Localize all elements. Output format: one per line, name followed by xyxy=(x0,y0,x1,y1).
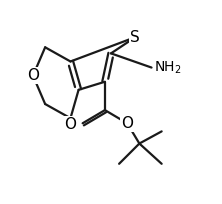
Text: O: O xyxy=(121,116,133,131)
Text: NH$_2$: NH$_2$ xyxy=(154,59,181,76)
Text: O: O xyxy=(27,68,39,83)
Text: S: S xyxy=(131,30,140,45)
Text: O: O xyxy=(65,117,77,132)
